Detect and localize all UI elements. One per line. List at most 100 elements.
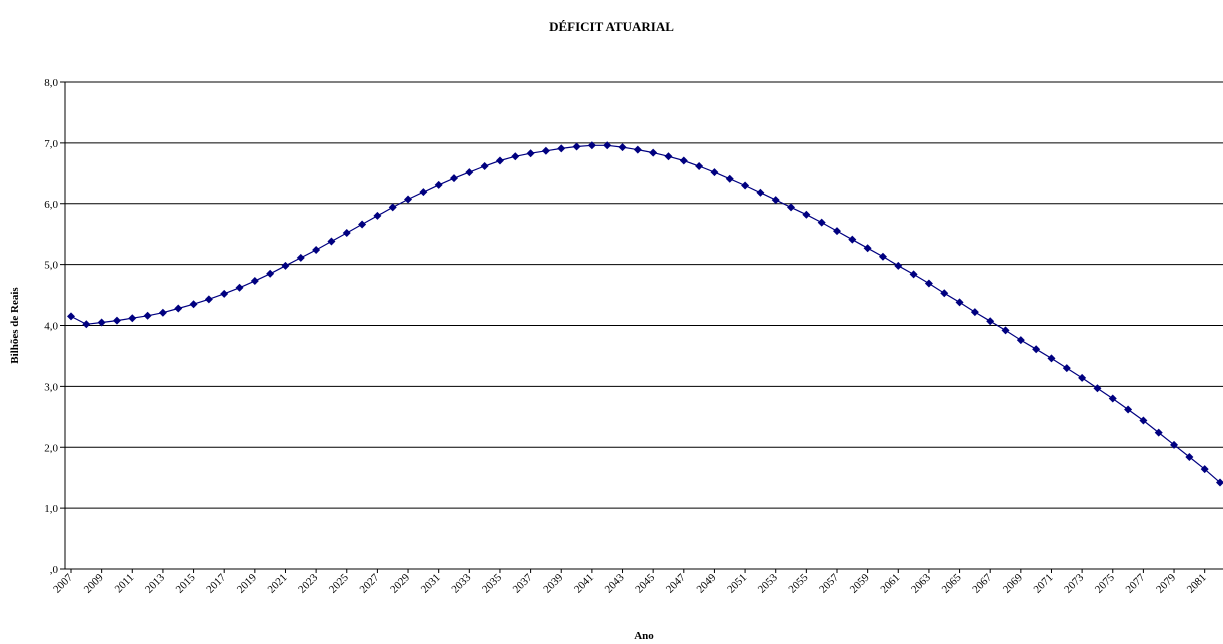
chart-title: DÉFICIT ATUARIAL — [549, 19, 674, 34]
y-tick-label: 3,0 — [44, 381, 58, 393]
data-point — [557, 144, 566, 153]
x-axis-title: Ano — [634, 630, 654, 642]
data-point — [82, 320, 91, 329]
data-point — [1154, 428, 1163, 437]
x-tick-label: 2019 — [235, 571, 259, 595]
data-point — [189, 300, 198, 309]
data-point — [710, 168, 719, 177]
data-point — [541, 146, 550, 155]
data-point — [434, 180, 443, 189]
data-point — [1093, 384, 1102, 393]
x-tick-label: 2065 — [940, 571, 964, 595]
data-point — [863, 244, 872, 253]
data-point — [664, 152, 673, 161]
data-point — [833, 227, 841, 236]
x-tick-label: 2053 — [756, 571, 780, 595]
x-tick-label: 2009 — [82, 571, 106, 595]
data-point — [419, 188, 428, 197]
data-point — [526, 149, 535, 158]
data-point — [1078, 373, 1087, 382]
data-point — [587, 141, 596, 150]
x-tick-label: 2045 — [633, 571, 657, 595]
data-point — [312, 246, 321, 255]
x-tick-label: 2059 — [848, 571, 872, 595]
data-point — [618, 143, 627, 152]
data-point — [878, 252, 887, 261]
x-tick-label: 2055 — [786, 571, 810, 595]
data-point — [756, 188, 765, 197]
data-point — [1001, 326, 1010, 335]
data-point — [1216, 478, 1223, 487]
data-point — [450, 174, 458, 183]
data-point — [158, 308, 167, 317]
data-point — [511, 152, 520, 161]
data-point — [1032, 345, 1041, 354]
data-point — [1200, 465, 1209, 474]
data-point — [1062, 364, 1071, 373]
x-tick-label: 2031 — [419, 572, 443, 596]
x-tick-label: 2035 — [480, 571, 504, 595]
x-tick-label: 2043 — [603, 571, 627, 595]
x-tick-label: 2039 — [541, 571, 565, 595]
data-point — [220, 289, 229, 298]
data-point — [725, 174, 734, 183]
x-tick-label: 2029 — [388, 571, 412, 595]
x-tick-label: 2063 — [909, 571, 933, 595]
x-tick-label: 2025 — [327, 571, 351, 595]
x-tick-label: 2067 — [970, 571, 994, 595]
x-tick-label: 2037 — [511, 571, 535, 595]
data-point — [894, 261, 903, 270]
data-point — [465, 168, 474, 177]
data-point — [1185, 452, 1194, 461]
data-point — [342, 228, 351, 237]
data-point — [388, 203, 397, 212]
x-tick-label: 2079 — [1154, 571, 1178, 595]
data-point — [296, 253, 305, 262]
y-tick-label: 8,0 — [44, 77, 58, 89]
data-point — [633, 145, 642, 154]
data-point — [970, 308, 979, 317]
x-tick-label: 2027 — [357, 571, 381, 595]
data-point — [97, 318, 106, 327]
data-point — [603, 141, 612, 150]
data-point — [940, 289, 949, 298]
data-point — [1047, 354, 1056, 363]
x-tick-label: 2071 — [1032, 572, 1056, 596]
data-point — [204, 295, 213, 304]
x-tick-label: 2075 — [1093, 571, 1117, 595]
data-point — [1108, 394, 1117, 403]
data-point — [817, 218, 826, 227]
data-point — [741, 181, 750, 190]
y-tick-label: 6,0 — [44, 199, 58, 211]
data-point — [128, 314, 137, 323]
data-point — [327, 237, 336, 246]
data-point — [679, 156, 688, 165]
data-point — [358, 220, 367, 229]
x-tick-label: 2021 — [266, 572, 290, 596]
data-point — [1170, 440, 1179, 449]
data-point — [802, 210, 811, 219]
x-tick-label: 2049 — [695, 571, 719, 595]
x-tick-label: 2047 — [664, 571, 688, 595]
y-tick-label: 4,0 — [44, 321, 58, 333]
x-tick-label: 2051 — [725, 572, 749, 596]
x-tick-label: 2069 — [1001, 571, 1025, 595]
y-tick-label: ,0 — [50, 564, 59, 576]
data-point — [480, 162, 489, 171]
data-point — [771, 196, 780, 205]
x-tick-label: 2077 — [1123, 571, 1147, 595]
y-tick-label: 5,0 — [44, 260, 58, 272]
x-tick-label: 2011 — [113, 572, 137, 596]
data-point — [649, 148, 658, 157]
x-tick-label: 2033 — [449, 571, 473, 595]
data-point — [572, 142, 581, 151]
data-point — [955, 298, 964, 307]
x-tick-label: 2013 — [143, 571, 167, 595]
series-line — [70, 144, 1221, 484]
data-point — [174, 304, 183, 313]
data-point — [1139, 416, 1148, 425]
data-point — [266, 269, 275, 278]
x-tick-label: 2015 — [174, 571, 198, 595]
